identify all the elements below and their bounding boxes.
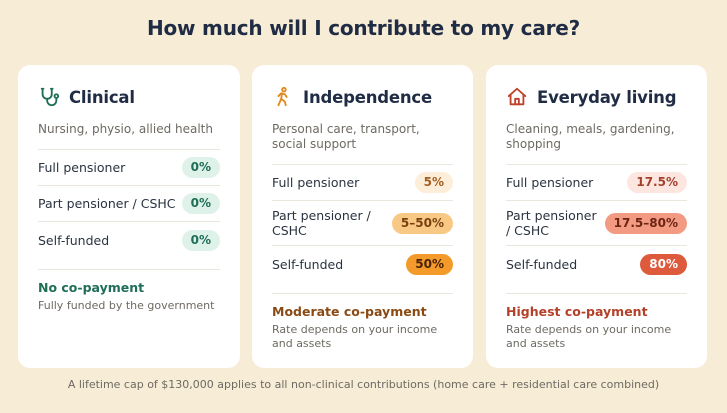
rate-badge: 17.5–80% <box>604 212 687 234</box>
card-description: Personal care, transport, social support <box>272 122 453 165</box>
table-row: Full pensioner 17.5% <box>506 165 687 201</box>
stethoscope-icon <box>38 86 60 108</box>
card-everyday-living: Everyday living Cleaning, meals, gardeni… <box>486 65 707 368</box>
row-label: Part pensioner / CSHC <box>506 208 597 238</box>
card-clinical: Clinical Nursing, physio, allied health … <box>18 65 240 368</box>
lifetime-cap-note: A lifetime cap of $130,000 applies to al… <box>67 378 660 391</box>
row-label: Full pensioner <box>38 160 126 175</box>
table-row: Full pensioner 5% <box>272 165 453 201</box>
rate-badge: 0% <box>181 193 220 214</box>
row-label: Part pensioner / CSHC <box>38 196 176 211</box>
card-header: Everyday living <box>506 84 687 110</box>
card-title: Independence <box>303 87 432 107</box>
row-label: Self-funded <box>38 232 110 248</box>
card-header: Independence <box>272 84 453 110</box>
page-title: How much will I contribute to my care? <box>146 16 581 40</box>
copayment-note: Rate depends on your income and assets <box>506 323 672 350</box>
row-label: Self-funded <box>272 256 344 272</box>
card-description: Nursing, physio, allied health <box>38 122 220 150</box>
copayment-note: Fully funded by the government <box>38 299 215 312</box>
table-row: Full pensioner 0% <box>38 150 220 186</box>
rate-badge: 17.5% <box>627 172 687 193</box>
walking-person-icon <box>272 86 294 108</box>
rate-badge: 0% <box>181 157 220 178</box>
card-independence: Independence Personal care, transport, s… <box>252 65 473 368</box>
card-footer: No co-payment Fully funded by the govern… <box>38 280 220 313</box>
divider <box>272 293 453 294</box>
card-header: Clinical <box>38 84 220 110</box>
row-label: Self-funded <box>506 256 578 272</box>
divider <box>38 269 220 270</box>
house-icon <box>506 86 528 108</box>
card-footer: Highest co-payment Rate depends on your … <box>506 304 687 351</box>
table-row: Self-funded 50% <box>272 246 453 282</box>
table-row: Self-funded 0% <box>38 222 220 258</box>
row-label: Full pensioner <box>506 175 594 190</box>
copayment-note: Rate depends on your income and assets <box>272 323 438 350</box>
card-title: Clinical <box>69 87 135 107</box>
copayment-label: No co-payment <box>38 280 145 295</box>
table-row: Part pensioner / CSHC 5–50% <box>272 201 453 246</box>
rate-badge: 80% <box>640 253 687 275</box>
rate-badge: 50% <box>406 253 453 275</box>
table-row: Part pensioner / CSHC 17.5–80% <box>506 201 687 246</box>
copayment-label: Moderate co-payment <box>272 304 427 319</box>
table-row: Part pensioner / CSHC 0% <box>38 186 220 222</box>
row-label: Full pensioner <box>272 175 360 190</box>
row-label: Part pensioner / CSHC <box>272 208 371 238</box>
divider <box>506 293 687 294</box>
card-title: Everyday living <box>537 87 677 107</box>
rate-badge: 0% <box>181 229 220 251</box>
card-footer: Moderate co-payment Rate depends on your… <box>272 304 453 351</box>
copayment-label: Highest co-payment <box>506 304 648 319</box>
table-row: Self-funded 80% <box>506 246 687 282</box>
rate-badge: 5% <box>414 172 453 193</box>
rate-badge: 5–50% <box>391 212 453 234</box>
card-description: Cleaning, meals, gardening, shopping <box>506 122 687 165</box>
